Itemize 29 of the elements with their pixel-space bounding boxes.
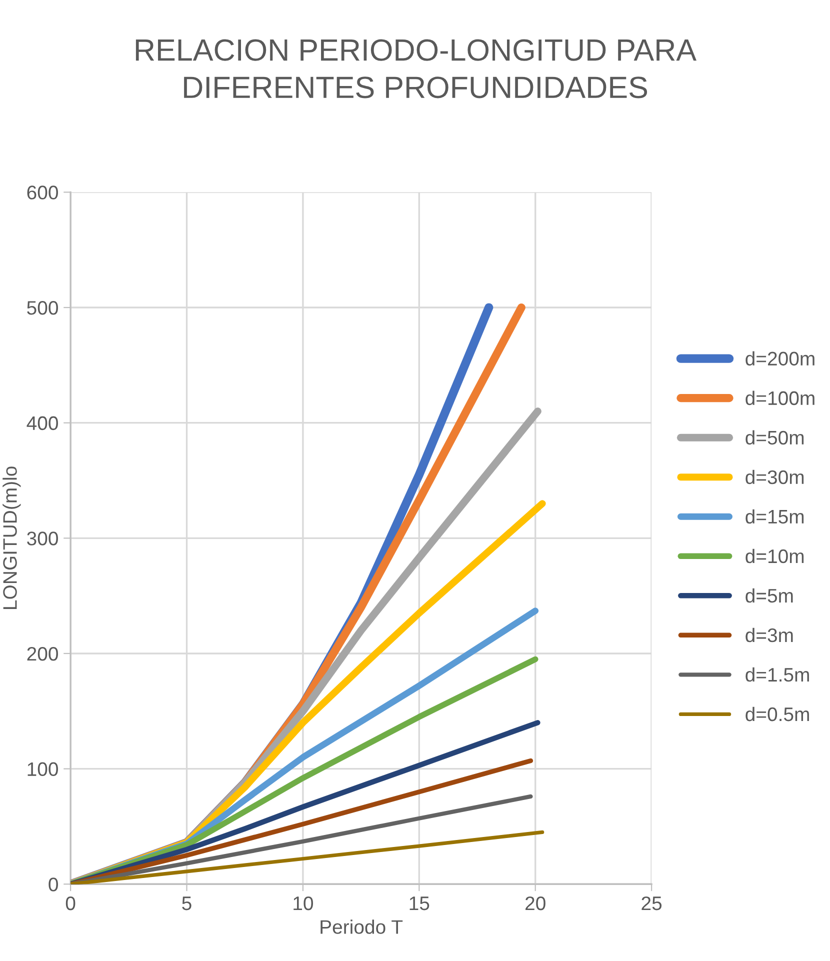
legend-label: d=5m — [746, 588, 793, 603]
y-tick-label: 300 — [27, 532, 58, 546]
legend-label: d=3m — [746, 628, 793, 642]
x-tick-label: 5 — [182, 896, 192, 910]
line-series — [70, 758, 534, 884]
x-tick-label: 0 — [66, 896, 76, 910]
y-tick-label: 100 — [28, 762, 58, 776]
x-tick-label: 25 — [642, 896, 662, 910]
legend-label: d=200m — [746, 351, 814, 366]
x-tick-label: 10 — [294, 896, 314, 910]
legend-label: d=30m — [746, 470, 804, 484]
line-series — [70, 794, 533, 884]
legend-label: d=0.5m — [746, 706, 809, 722]
y-tick-label: 200 — [27, 646, 58, 661]
y-tick-label: 400 — [26, 416, 58, 430]
x-axis-title: Periodo T — [320, 920, 403, 934]
y-tick-label: 0 — [48, 878, 58, 892]
x-tick-label: 15 — [410, 896, 430, 910]
chart-title: RELACION PERIODO-LONGITUD PARA DIFERENTES PROFUNDIDADES — [136, 39, 696, 98]
y-tick-label: 500 — [27, 300, 58, 315]
y-axis-title: LONGITUD(m)lo — [2, 466, 21, 609]
x-tick-label: 20 — [526, 896, 546, 910]
legend-label: d=50m — [746, 430, 804, 445]
legend-label: d=1.5m — [746, 667, 809, 682]
legend-label: d=100m — [746, 390, 814, 406]
legend-label: d=15m — [746, 509, 804, 524]
legend-label: d=10m — [746, 548, 804, 564]
y-tick-label: 600 — [27, 186, 58, 200]
line-series — [70, 830, 544, 884]
